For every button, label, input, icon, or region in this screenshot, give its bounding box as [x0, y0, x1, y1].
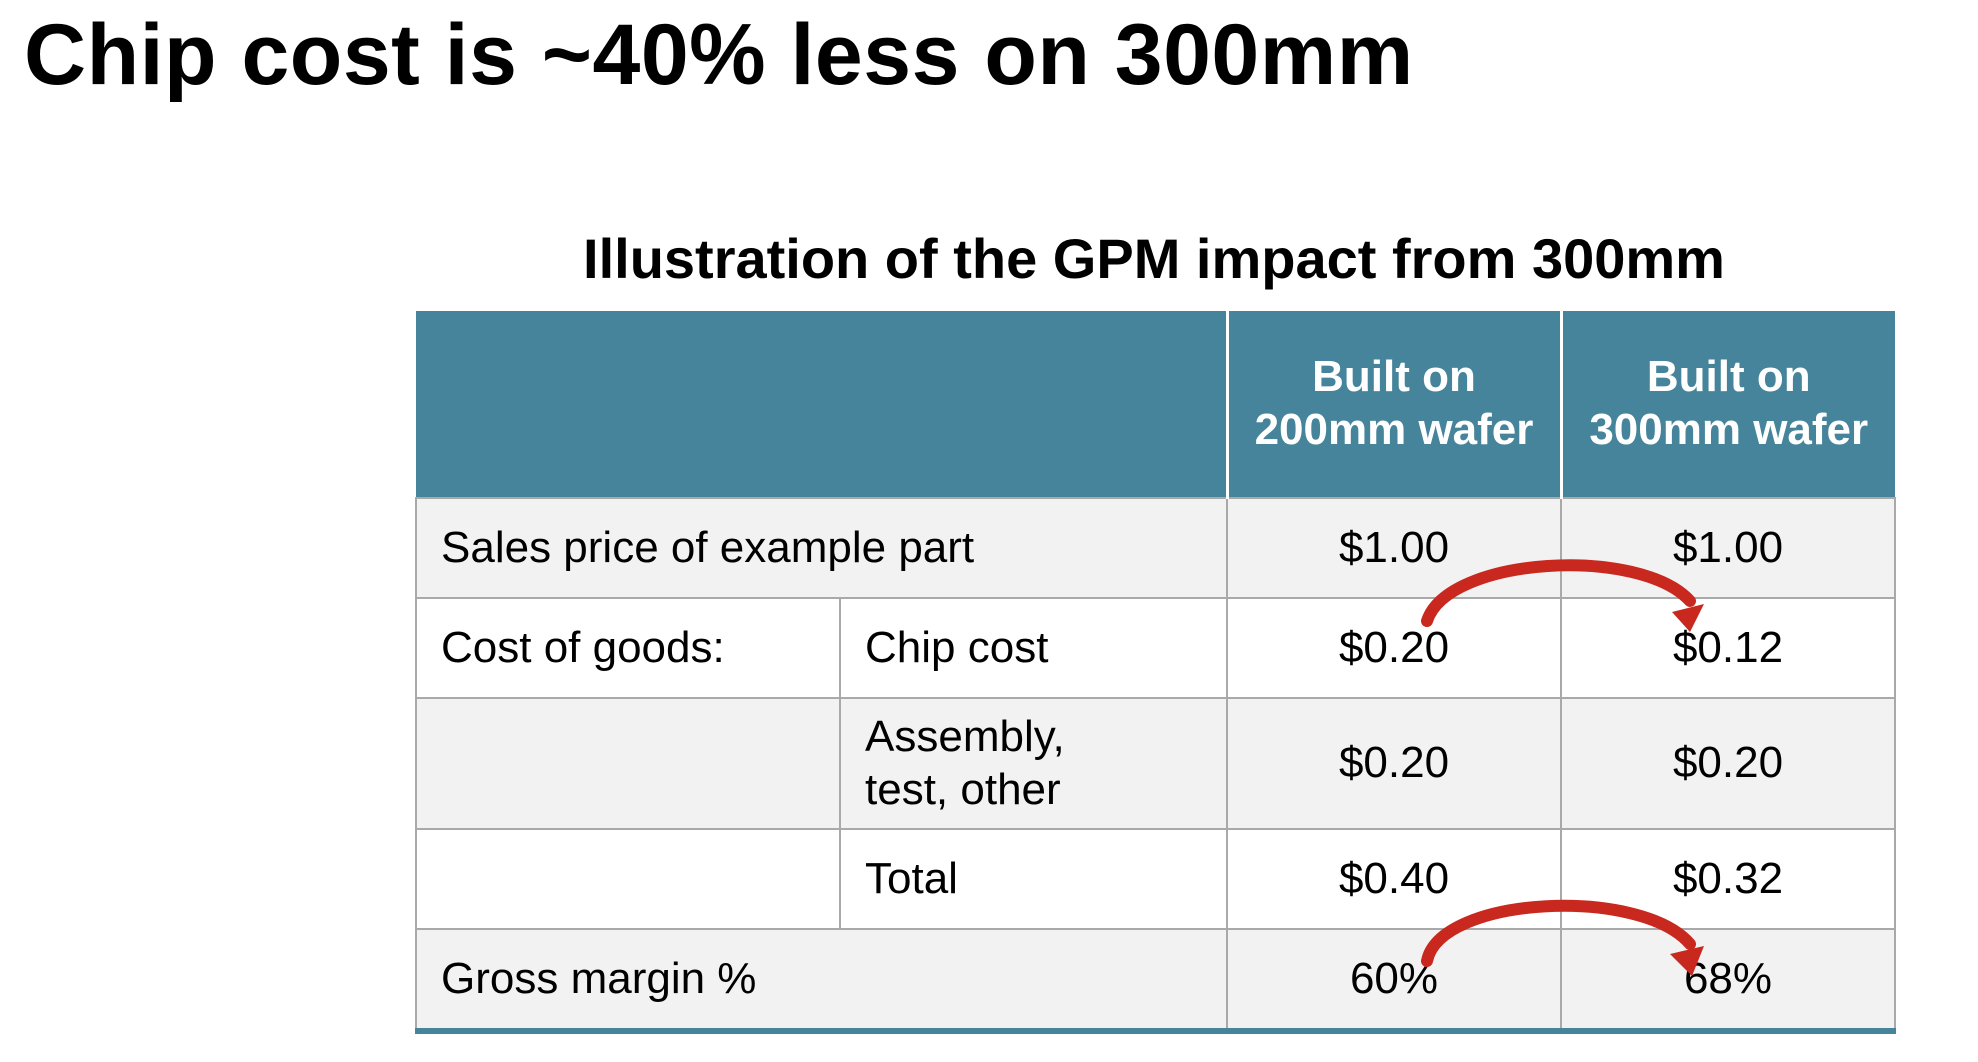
value-300mm: $1.00 — [1560, 497, 1896, 599]
value-200mm: $1.00 — [1226, 497, 1562, 599]
row-sublabel: Total — [839, 828, 1228, 930]
row-gross-margin: Gross margin % 60% 68% — [415, 928, 1896, 1034]
row-sales-price: Sales price of example part $1.00 $1.00 — [415, 497, 1896, 599]
value-300mm: $0.20 — [1560, 697, 1896, 830]
header-empty-cell — [416, 308, 1229, 498]
table-header-row: Built on 200mm wafer Built on 300mm wafe… — [416, 308, 1895, 498]
row-label: Gross margin % — [415, 928, 1228, 1034]
value-300mm: 68% — [1560, 928, 1896, 1034]
row-sublabel: Assembly, test, other — [839, 697, 1228, 830]
row-chip-cost: Cost of goods: Chip cost $0.20 $0.12 — [415, 597, 1896, 699]
row-label: Cost of goods: — [415, 597, 841, 699]
row-total: Total $0.40 $0.32 — [415, 828, 1896, 930]
value-300mm: $0.12 — [1560, 597, 1896, 699]
value-200mm: $0.20 — [1226, 597, 1562, 699]
gpm-table: Built on 200mm wafer Built on 300mm wafe… — [415, 308, 1896, 1034]
value-200mm: $0.40 — [1226, 828, 1562, 930]
value-200mm: $0.20 — [1226, 697, 1562, 830]
row-sublabel: Chip cost — [839, 597, 1228, 699]
row-label — [415, 697, 841, 830]
slide-title: Chip cost is ~40% less on 300mm — [24, 7, 1414, 103]
header-300mm: Built on 300mm wafer — [1559, 308, 1895, 498]
table-caption: Illustration of the GPM impact from 300m… — [583, 227, 1725, 290]
row-assembly-test: Assembly, test, other $0.20 $0.20 — [415, 697, 1896, 830]
row-label: Sales price of example part — [415, 497, 1228, 599]
header-200mm: Built on 200mm wafer — [1225, 308, 1563, 498]
value-200mm: 60% — [1226, 928, 1562, 1034]
value-300mm: $0.32 — [1560, 828, 1896, 930]
row-label — [415, 828, 841, 930]
